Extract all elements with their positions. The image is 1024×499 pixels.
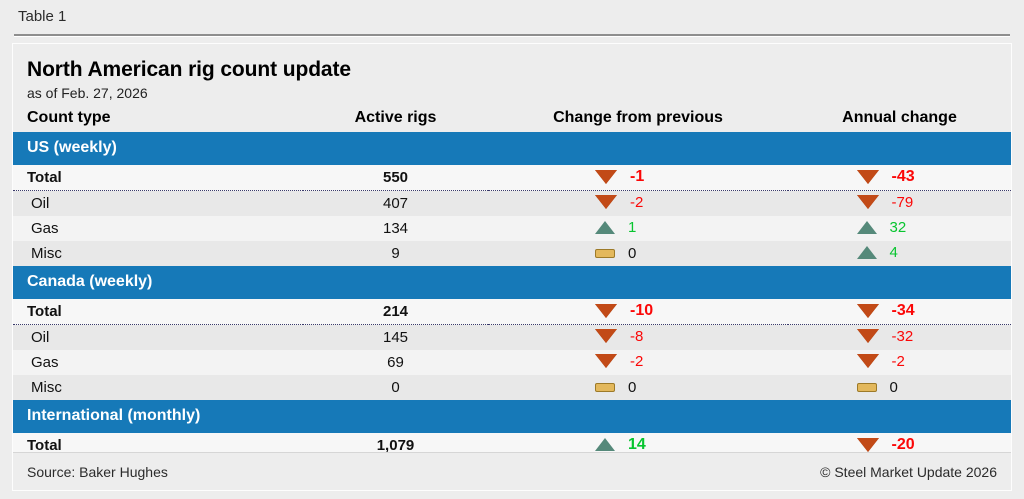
arrow-down-icon bbox=[856, 437, 879, 452]
row-label: Oil bbox=[13, 190, 303, 216]
change-value: -2 bbox=[630, 352, 644, 370]
arrow-down-icon bbox=[856, 195, 879, 210]
table-row: Total 550 -1 -43 bbox=[13, 165, 1011, 191]
row-label: Misc bbox=[13, 375, 303, 400]
annual-change-cell: 32 bbox=[788, 216, 1011, 241]
group-header-row: International (monthly) bbox=[13, 400, 1011, 433]
flat-dash-icon bbox=[595, 249, 615, 258]
change-value: 14 bbox=[628, 435, 646, 453]
table-row: Oil 145 -8 -32 bbox=[13, 324, 1011, 350]
table-caption: Table 1 bbox=[18, 8, 67, 25]
column-header-active-rigs: Active rigs bbox=[354, 109, 437, 126]
rig-count-table: Count type Active rigs Change from previ… bbox=[13, 109, 1011, 459]
arrow-down-icon bbox=[595, 303, 617, 318]
annual-change-cell: -32 bbox=[788, 324, 1011, 350]
annual-change-cell: -43 bbox=[788, 165, 1011, 191]
flat-dash-icon bbox=[856, 383, 877, 392]
table-footer: Source: Baker Hughes © Steel Market Upda… bbox=[13, 452, 1011, 490]
annual-change-cell: -2 bbox=[788, 350, 1011, 375]
table-row: Total 214 -10 -34 bbox=[13, 299, 1011, 325]
arrow-down-icon bbox=[856, 354, 879, 369]
arrow-up-icon bbox=[856, 246, 877, 259]
table-row: Misc 0 0 0 bbox=[13, 375, 1011, 400]
row-label: Total bbox=[13, 299, 303, 325]
footer-copyright: © Steel Market Update 2026 bbox=[820, 463, 997, 480]
active-rigs-value: 407 bbox=[303, 190, 488, 216]
active-rigs-value: 9 bbox=[303, 241, 488, 266]
page-subtitle: as of Feb. 27, 2026 bbox=[27, 85, 148, 101]
arrow-down-icon bbox=[595, 169, 617, 184]
group-header-row: Canada (weekly) bbox=[13, 266, 1011, 299]
table-row: Misc 9 0 4 bbox=[13, 241, 1011, 266]
table-row: Gas 69 -2 -2 bbox=[13, 350, 1011, 375]
column-header-count-type: Count type bbox=[27, 109, 111, 126]
row-label: Gas bbox=[13, 350, 303, 375]
table-caption-bar: Table 1 bbox=[0, 0, 1024, 34]
change-value: -34 bbox=[891, 301, 915, 319]
change-value: -1 bbox=[630, 167, 645, 185]
change-value: 1 bbox=[628, 219, 637, 236]
active-rigs-value: 134 bbox=[303, 216, 488, 241]
annual-change-cell: -34 bbox=[788, 299, 1011, 325]
annual-change-cell: 0 bbox=[788, 375, 1011, 400]
active-rigs-value: 550 bbox=[303, 165, 488, 191]
change-value: -2 bbox=[630, 193, 644, 211]
change-value: 32 bbox=[889, 219, 907, 236]
annual-change-cell: 4 bbox=[788, 241, 1011, 266]
change-value: -43 bbox=[891, 167, 915, 185]
change-from-previous-cell: 1 bbox=[488, 216, 788, 241]
arrow-down-icon bbox=[595, 195, 617, 210]
arrow-up-icon bbox=[595, 221, 615, 234]
active-rigs-value: 145 bbox=[303, 324, 488, 350]
change-value: -8 bbox=[630, 327, 644, 345]
group-header-row: US (weekly) bbox=[13, 132, 1011, 165]
row-label: Oil bbox=[13, 324, 303, 350]
change-value: 0 bbox=[889, 379, 898, 396]
group-label: Canada (weekly) bbox=[13, 266, 1011, 299]
change-from-previous-cell: 0 bbox=[488, 375, 788, 400]
group-label: US (weekly) bbox=[13, 132, 1011, 165]
change-from-previous-cell: 0 bbox=[488, 241, 788, 266]
row-label: Misc bbox=[13, 241, 303, 266]
arrow-down-icon bbox=[856, 169, 879, 184]
table-header-row: Count type Active rigs Change from previ… bbox=[13, 109, 1011, 132]
change-value: -32 bbox=[891, 327, 914, 345]
change-value: -10 bbox=[630, 301, 654, 319]
change-value: -79 bbox=[891, 193, 914, 211]
caption-divider bbox=[14, 34, 1010, 37]
change-from-previous-cell: -2 bbox=[488, 350, 788, 375]
column-header-change-prev: Change from previous bbox=[553, 109, 723, 126]
flat-dash-icon bbox=[595, 383, 615, 392]
row-label: Total bbox=[13, 165, 303, 191]
annual-change-cell: -79 bbox=[788, 190, 1011, 216]
table-row: Oil 407 -2 -79 bbox=[13, 190, 1011, 216]
active-rigs-value: 214 bbox=[303, 299, 488, 325]
change-value: -2 bbox=[891, 352, 905, 370]
active-rigs-value: 69 bbox=[303, 350, 488, 375]
table-panel: Steel Market Update CRU North American r… bbox=[12, 43, 1012, 491]
footer-source: Source: Baker Hughes bbox=[27, 463, 168, 480]
page-title: North American rig count update bbox=[27, 58, 351, 81]
arrow-down-icon bbox=[856, 303, 879, 318]
column-header-annual-change: Annual change bbox=[842, 109, 957, 126]
change-value: -20 bbox=[891, 435, 915, 453]
arrow-down-icon bbox=[595, 354, 617, 369]
arrow-up-icon bbox=[595, 438, 615, 452]
arrow-up-icon bbox=[856, 221, 877, 234]
change-value: 0 bbox=[628, 245, 637, 262]
row-label: Gas bbox=[13, 216, 303, 241]
change-from-previous-cell: -2 bbox=[488, 190, 788, 216]
change-from-previous-cell: -8 bbox=[488, 324, 788, 350]
arrow-down-icon bbox=[856, 329, 879, 344]
change-from-previous-cell: -10 bbox=[488, 299, 788, 325]
group-label: International (monthly) bbox=[13, 400, 1011, 433]
title-block: North American rig count update as of Fe… bbox=[13, 44, 1011, 101]
change-from-previous-cell: -1 bbox=[488, 165, 788, 191]
table-body: US (weekly) Total 550 -1 -43 Oil 407 -2 -79 Gas 13… bbox=[13, 132, 1011, 459]
arrow-down-icon bbox=[595, 329, 617, 344]
change-value: 4 bbox=[889, 244, 898, 261]
active-rigs-value: 0 bbox=[303, 375, 488, 400]
change-value: 0 bbox=[628, 379, 637, 396]
table-row: Gas 134 1 32 bbox=[13, 216, 1011, 241]
